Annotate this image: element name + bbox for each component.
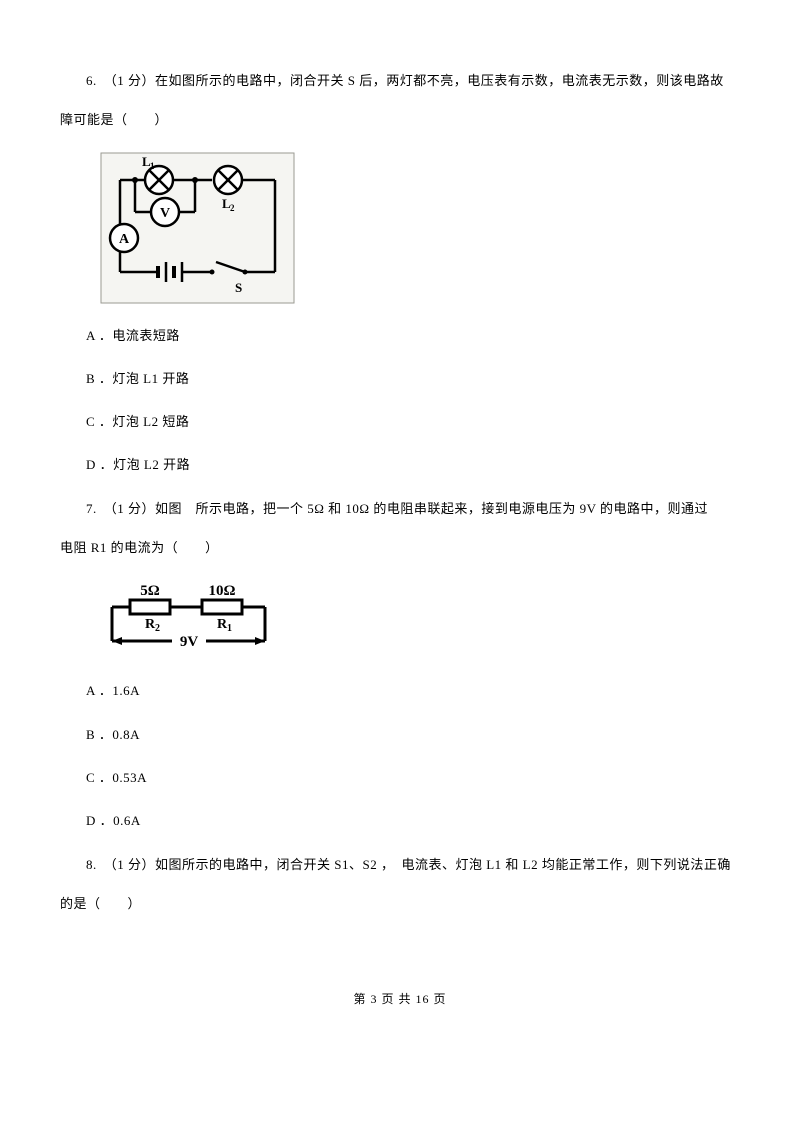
q6-stem-line2: 障可能是（ ） (60, 106, 740, 133)
q8-stem-line1: 8. （1 分）如图所示的电路中，闭合开关 S1、S2 ， 电流表、灯泡 L1 … (60, 851, 740, 878)
q7-circuit-diagram: 5Ω 10Ω R 2 R 1 9V (100, 579, 740, 659)
q7-option-a: A ．1.6A (60, 677, 740, 704)
q6-circuit-diagram: A V L 1 L 2 S (100, 152, 740, 304)
svg-text:V: V (160, 206, 170, 221)
svg-text:A: A (119, 232, 130, 247)
svg-text:2: 2 (155, 623, 160, 634)
svg-text:9V: 9V (180, 634, 199, 650)
svg-text:1: 1 (150, 161, 155, 171)
page-footer: 第 3 页 共 16 页 (60, 987, 740, 1012)
q7-option-c: C ．0.53A (60, 764, 740, 791)
svg-text:1: 1 (227, 623, 232, 634)
q7-option-b: B ．0.8A (60, 721, 740, 748)
page-content: 6. （1 分）在如图所示的电路中，闭合开关 S 后，两灯都不亮，电压表有示数，… (0, 0, 800, 1052)
svg-text:10Ω: 10Ω (208, 583, 235, 599)
q7-stem-line1: 7. （1 分）如图 所示电路，把一个 5Ω 和 10Ω 的电阻串联起来，接到电… (60, 495, 740, 522)
q7-option-d: D ．0.6A (60, 807, 740, 834)
q6-option-d: D ．灯泡 L2 开路 (60, 451, 740, 478)
q6-stem-line1: 6. （1 分）在如图所示的电路中，闭合开关 S 后，两灯都不亮，电压表有示数，… (60, 67, 740, 94)
q6-option-c: C ．灯泡 L2 短路 (60, 408, 740, 435)
svg-text:5Ω: 5Ω (140, 583, 160, 599)
svg-text:S: S (235, 280, 242, 295)
q8-stem-line2: 的是（ ） (60, 890, 740, 917)
q6-option-a: A ．电流表短路 (60, 322, 740, 349)
svg-text:2: 2 (230, 203, 235, 213)
q7-stem-line2: 电阻 R1 的电流为（ ） (60, 534, 740, 561)
q6-option-b: B ．灯泡 L1 开路 (60, 365, 740, 392)
